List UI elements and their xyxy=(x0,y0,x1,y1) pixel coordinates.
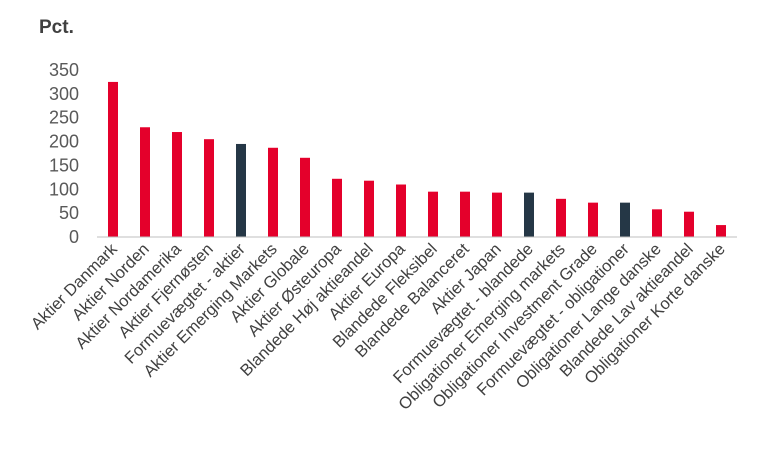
y-tick-label: 0 xyxy=(69,227,79,247)
bar xyxy=(524,192,534,237)
y-tick-label: 350 xyxy=(49,60,79,80)
bar xyxy=(620,202,630,237)
y-tick-label: 250 xyxy=(49,108,79,128)
bar xyxy=(268,147,278,237)
y-axis-ticks: 0 50 100 150 200 250 300 350 xyxy=(49,60,79,247)
bar xyxy=(652,209,662,237)
bar xyxy=(236,143,246,237)
y-tick-label: 200 xyxy=(49,132,79,152)
bar xyxy=(364,180,374,237)
bar xyxy=(172,132,182,237)
bar xyxy=(428,191,438,237)
y-tick-label: 50 xyxy=(59,203,79,223)
bar xyxy=(556,198,566,237)
bar xyxy=(492,192,502,237)
bars xyxy=(108,81,726,237)
y-tick-label: 150 xyxy=(49,155,79,175)
bar xyxy=(108,81,118,237)
y-tick-label: 100 xyxy=(49,179,79,199)
bar xyxy=(140,127,150,237)
bar xyxy=(396,184,406,237)
y-tick-label: 300 xyxy=(49,84,79,104)
y-axis-label: Pct. xyxy=(39,17,74,38)
bar xyxy=(716,225,726,237)
bar xyxy=(684,211,694,237)
bar xyxy=(204,139,214,237)
bar xyxy=(588,202,598,237)
bar xyxy=(300,157,310,237)
bar xyxy=(460,191,470,237)
bar xyxy=(332,178,342,237)
